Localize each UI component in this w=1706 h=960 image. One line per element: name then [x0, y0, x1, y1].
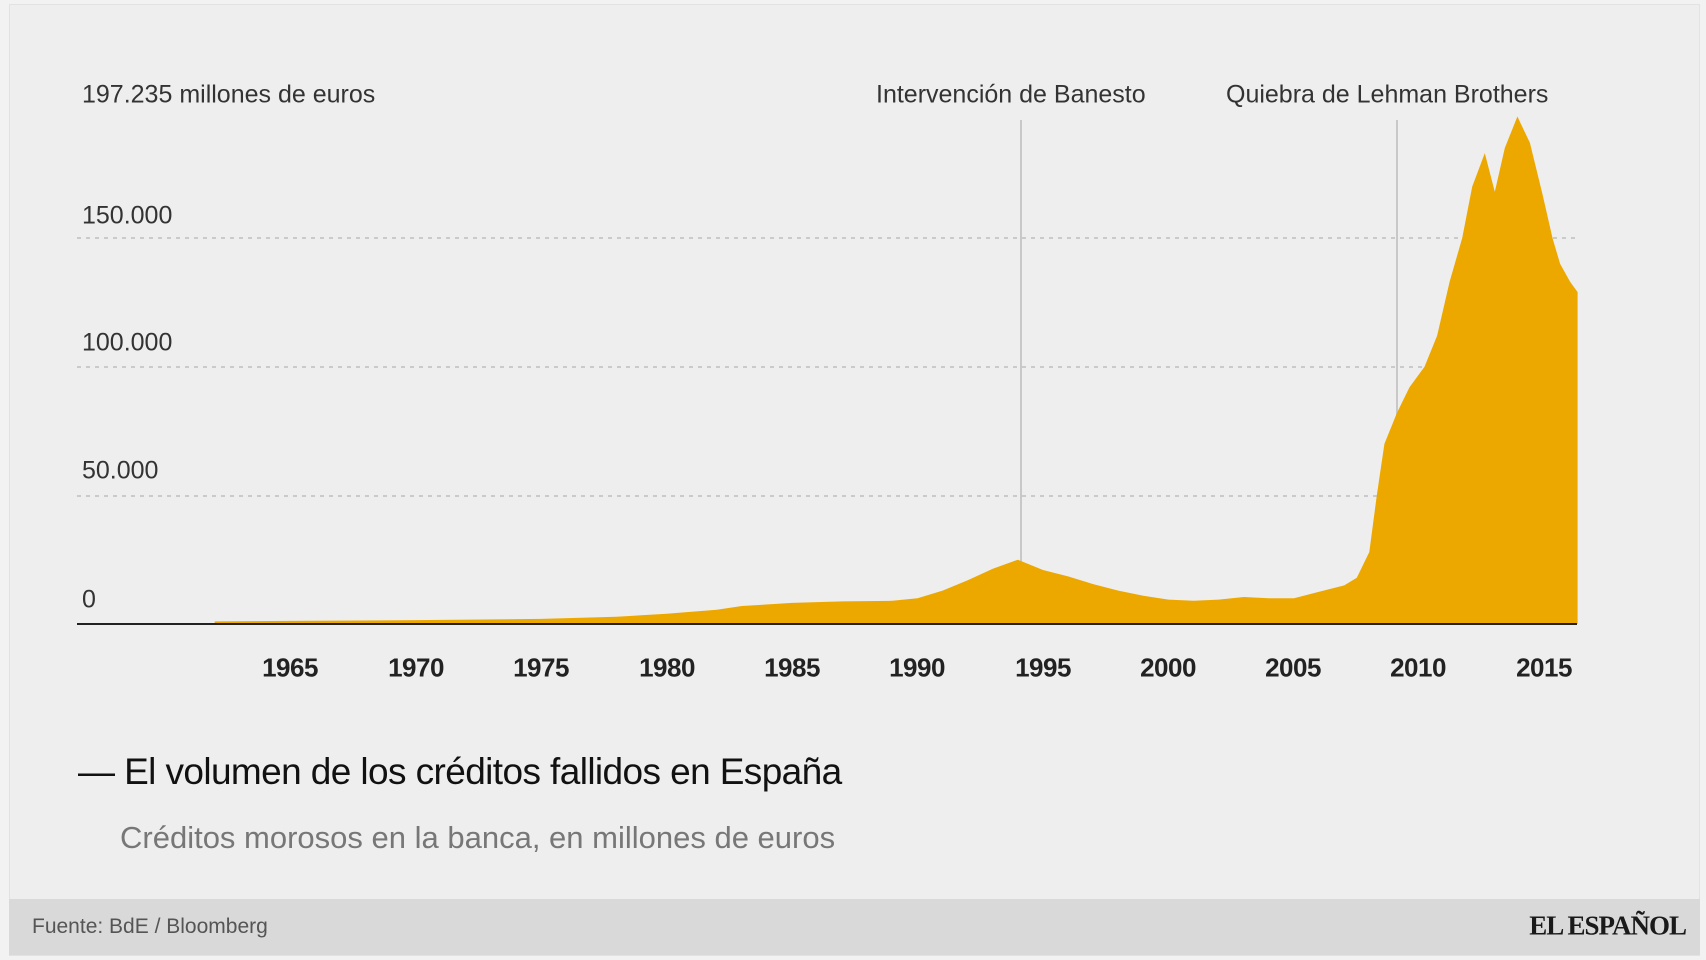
y-tick-50000: 50.000	[82, 456, 159, 485]
x-tick-1995: 1995	[1015, 652, 1071, 683]
footer-bar	[9, 899, 1700, 955]
x-tick-2005: 2005	[1265, 652, 1321, 683]
y-tick-100000: 100.000	[82, 328, 173, 357]
annotation-lehman: Quiebra de Lehman Brothers	[1226, 80, 1549, 109]
chart-subtitle: Créditos morosos en la banca, en millone…	[120, 820, 836, 855]
chart-title: — El volumen de los créditos fallidos en…	[78, 751, 842, 792]
x-tick-1985: 1985	[764, 652, 820, 683]
gridlines	[77, 237, 1575, 497]
x-tick-2015: 2015	[1516, 652, 1572, 683]
npl-area	[214, 116, 1578, 624]
x-tick-1975: 1975	[513, 652, 569, 683]
x-tick-1970: 1970	[388, 652, 444, 683]
annotation-banesto: Intervención de Banesto	[876, 80, 1146, 109]
x-tick-2010: 2010	[1390, 652, 1446, 683]
source-note: Fuente: BdE / Bloomberg	[32, 915, 268, 938]
y-tick-150000: 150.000	[82, 201, 173, 230]
x-tick-2000: 2000	[1140, 652, 1196, 683]
y-tick-0: 0	[82, 585, 96, 614]
x-tick-1965: 1965	[262, 652, 318, 683]
y-max-label: 197.235 millones de euros	[82, 80, 376, 109]
x-tick-1990: 1990	[889, 652, 945, 683]
el-espanol-logo: EL ESPAÑOL	[1529, 910, 1687, 941]
x-tick-1980: 1980	[639, 652, 695, 683]
